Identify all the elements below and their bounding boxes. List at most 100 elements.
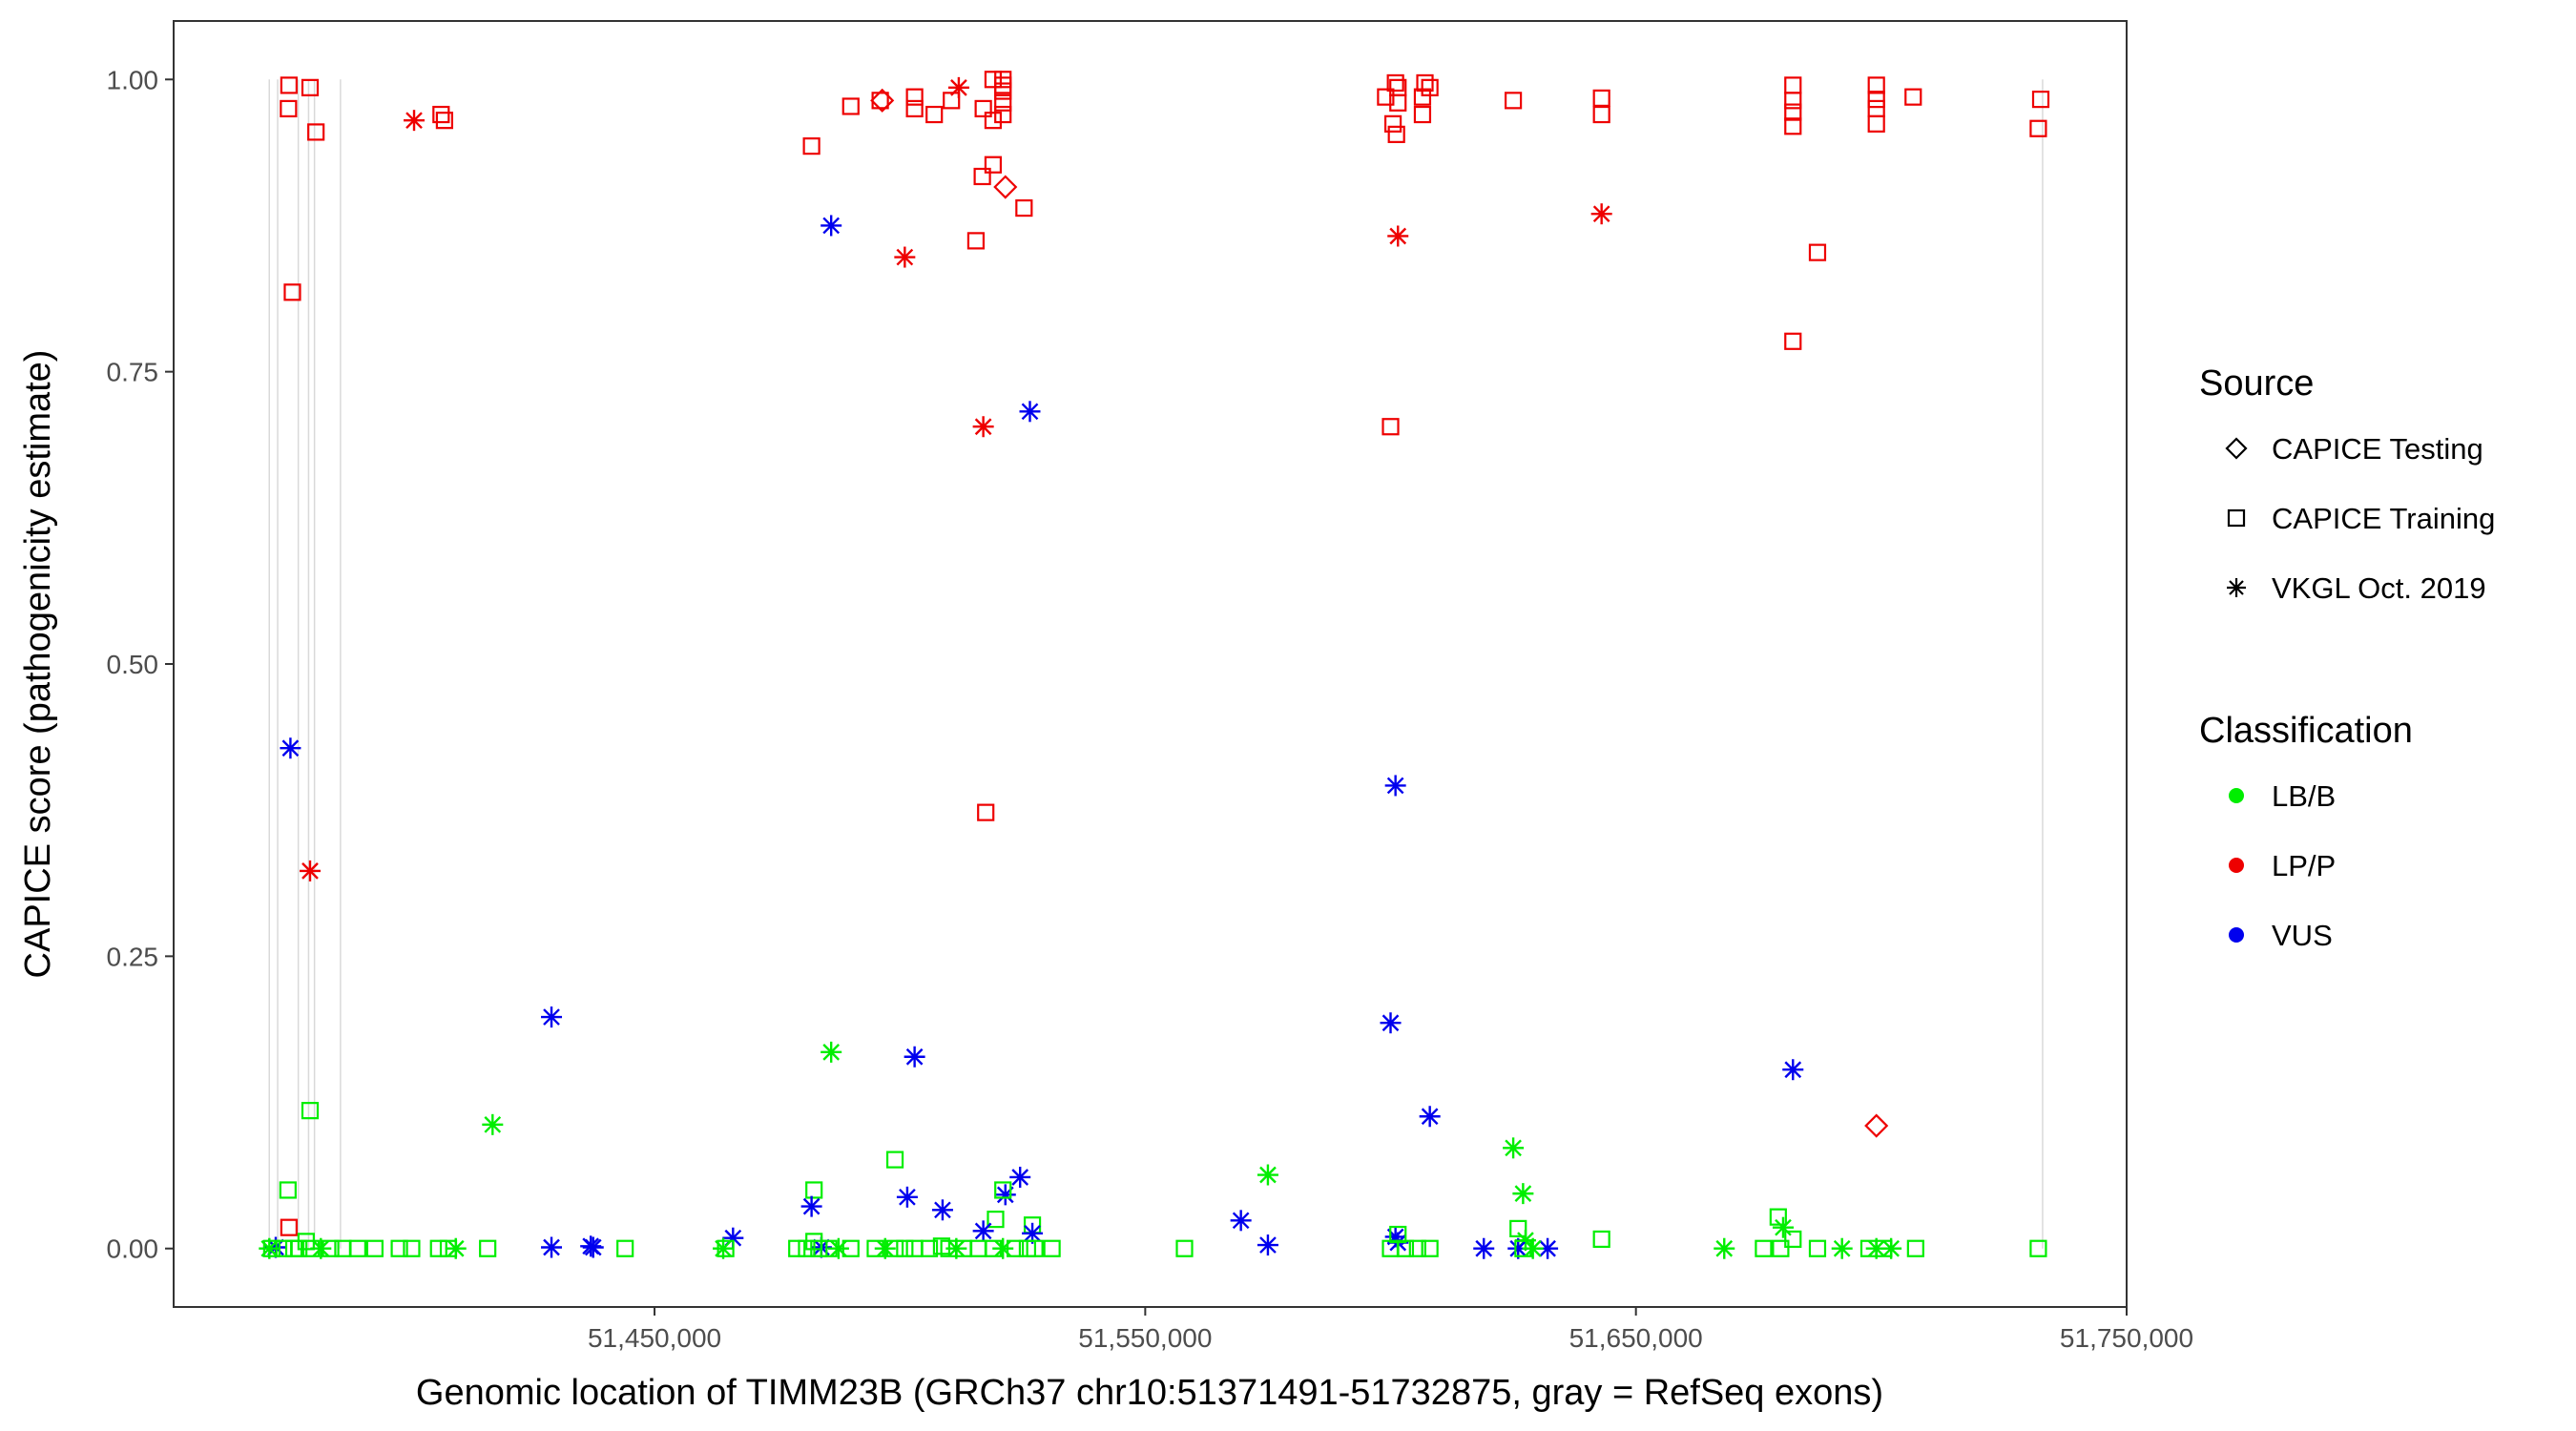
data-point-vkgl — [1019, 401, 1041, 423]
data-point-training — [925, 105, 944, 124]
legend-label-capice-training: CAPICE Training — [2272, 502, 2495, 535]
data-point-training — [1381, 418, 1400, 436]
blue-dot-icon — [2229, 927, 2244, 943]
data-point-vkgl — [1714, 1237, 1735, 1259]
data-point-training — [1015, 198, 1033, 218]
data-point-training — [905, 99, 924, 118]
x-axis-title: Genomic location of TIMM23B (GRCh37 chr1… — [416, 1373, 1883, 1413]
data-point-training — [905, 88, 924, 106]
data-point-vkgl — [541, 1006, 563, 1028]
asterisk-icon — [2227, 578, 2246, 597]
data-point-training — [802, 137, 821, 156]
data-point-training — [403, 1239, 421, 1257]
data-point-training — [616, 1239, 634, 1257]
legend-entry-vkgl: VKGL Oct. 2019 — [2227, 571, 2486, 605]
data-point-training — [1006, 1239, 1025, 1257]
data-point-vkgl — [722, 1227, 744, 1249]
data-point-testing — [1864, 1113, 1889, 1138]
data-point-training — [1906, 1239, 1924, 1257]
data-point-training — [805, 1181, 823, 1199]
data-point-training — [1387, 125, 1405, 143]
data-point-vkgl — [1230, 1210, 1252, 1232]
data-point-vkgl — [896, 1186, 918, 1208]
data-point-vkgl — [1473, 1237, 1495, 1259]
data-point-vkgl — [1009, 1166, 1031, 1188]
data-point-training — [1175, 1239, 1194, 1257]
data-point-training — [2029, 119, 2047, 137]
data-point-vkgl — [994, 1184, 1016, 1206]
data-point-training — [280, 99, 298, 118]
data-point-training — [966, 232, 986, 250]
legend-entry-lpp: LP/P — [2229, 849, 2336, 882]
legend-label-vkgl: VKGL Oct. 2019 — [2272, 571, 2486, 605]
data-point-training — [984, 112, 1003, 130]
data-point-training — [1808, 243, 1827, 261]
legend-entry-lbb: LB/B — [2229, 779, 2336, 813]
data-point-training — [365, 1239, 384, 1257]
plot-panel-border — [173, 20, 2128, 1308]
data-point-training — [429, 1239, 447, 1257]
data-point-training — [280, 76, 298, 94]
data-point-training — [1377, 88, 1395, 106]
data-point-training — [283, 283, 301, 301]
data-point-training — [994, 71, 1012, 89]
data-point-training — [262, 1239, 280, 1257]
y-axis-title: CAPICE score (pathogenicity estimate) — [18, 350, 58, 979]
data-point-training — [1413, 105, 1432, 124]
data-point-training — [994, 76, 1012, 94]
data-point-vkgl — [874, 1237, 896, 1259]
legend-entry-capice-testing: CAPICE Testing — [2225, 432, 2483, 466]
data-point-training — [1386, 73, 1404, 93]
data-point-vkgl — [947, 76, 969, 98]
data-point-vkgl — [1022, 1222, 1044, 1244]
data-point-training — [920, 1239, 939, 1257]
legend-label-lpp: LP/P — [2272, 849, 2336, 882]
data-point-training — [871, 92, 889, 110]
data-point-training — [301, 1102, 320, 1120]
data-point-vkgl — [299, 860, 321, 881]
data-point-training — [994, 93, 1012, 112]
data-point-training — [1043, 1239, 1061, 1257]
data-point-testing — [870, 88, 895, 113]
legend-label-capice-testing: CAPICE Testing — [2272, 432, 2483, 466]
data-point-training — [322, 1239, 340, 1257]
data-point-training — [984, 71, 1003, 89]
data-point-training — [885, 1239, 904, 1257]
legend: Source CAPICE Testing CAPICE Training VK… — [2199, 363, 2495, 952]
data-point-training — [1784, 332, 1802, 350]
data-point-vkgl — [280, 737, 301, 759]
data-point-vkgl — [972, 416, 994, 438]
legend-entry-vus: VUS — [2229, 919, 2333, 952]
data-point-training — [479, 1239, 497, 1257]
data-point-vkgl — [1380, 1012, 1402, 1034]
data-point-training — [1867, 114, 1885, 133]
data-point-vkgl — [445, 1237, 467, 1259]
data-point-training — [788, 1239, 806, 1257]
data-point-training — [1784, 1230, 1802, 1249]
data-point-training — [1784, 103, 1802, 121]
data-point-vkgl — [800, 1195, 822, 1217]
data-point-training — [1026, 1239, 1044, 1257]
data-point-training — [1867, 99, 1885, 118]
x-axis: 51,450,000 51,550,000 51,650,000 51,750,000 — [588, 1307, 2193, 1353]
x-tick-label: 51,450,000 — [588, 1323, 721, 1353]
data-point-training — [2031, 91, 2050, 109]
legend-entry-capice-training: CAPICE Training — [2227, 502, 2495, 535]
data-point-training — [841, 1239, 860, 1257]
data-point-training — [307, 123, 325, 141]
y-tick-label: 1.00 — [107, 65, 159, 94]
data-point-training — [1755, 1239, 1773, 1257]
data-point-vkgl — [821, 1041, 842, 1063]
diamond-icon — [2225, 437, 2248, 460]
data-point-training — [1416, 73, 1434, 93]
data-point-training — [974, 99, 992, 118]
y-tick-label: 0.50 — [107, 650, 159, 679]
data-point-training — [279, 1181, 297, 1199]
data-point-training — [984, 156, 1003, 174]
data-point-training — [432, 105, 450, 124]
data-point-training — [987, 1210, 1005, 1229]
data-point-vkgl — [1257, 1234, 1278, 1256]
data-point-vkgl — [1387, 225, 1409, 247]
data-point-vkgl — [1522, 1237, 1544, 1259]
data-point-vkgl — [904, 1046, 925, 1068]
